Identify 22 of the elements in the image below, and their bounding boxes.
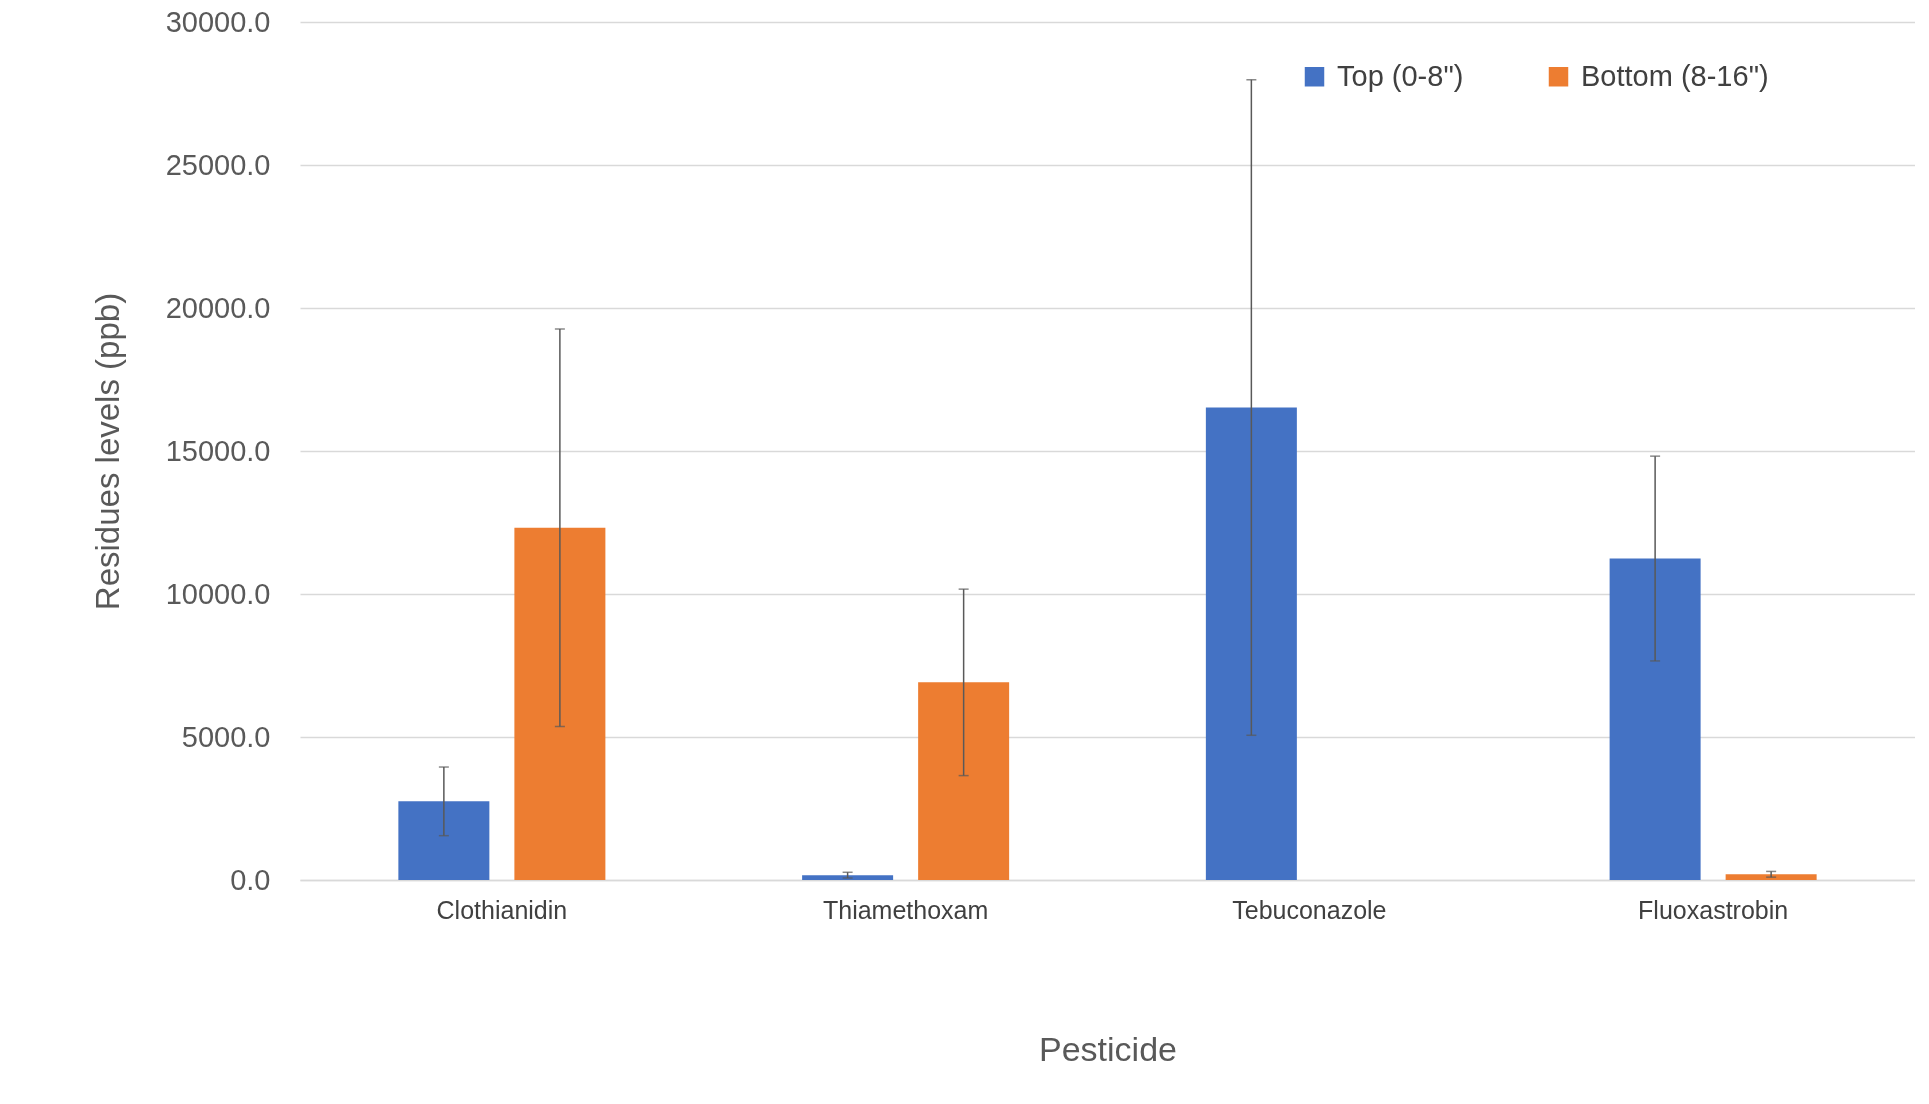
x-tick-label: Fluoxastrobin xyxy=(1638,895,1789,924)
x-tick-label: Clothianidin xyxy=(436,895,568,924)
y-tick-label: 15000.0 xyxy=(165,434,271,467)
y-tick-label: 10000.0 xyxy=(165,577,271,610)
bar xyxy=(1725,874,1817,880)
x-tick-label: Tebuconazole xyxy=(1232,895,1387,924)
legend-label: Top (0-8") xyxy=(1337,59,1464,92)
y-axis-title: Residues levels (ppb) xyxy=(88,292,126,611)
bar xyxy=(802,875,894,880)
y-tick-label: 25000.0 xyxy=(165,148,271,181)
bar xyxy=(1205,407,1297,880)
bar xyxy=(514,527,606,880)
bar xyxy=(398,801,490,880)
y-tick-label: 5000.0 xyxy=(181,720,271,753)
x-axis-title: Pesticide xyxy=(1039,1029,1177,1068)
legend-label: Bottom (8-16") xyxy=(1581,59,1769,92)
x-tick-label: Thiamethoxam xyxy=(822,895,989,924)
y-tick-label: 20000.0 xyxy=(165,291,271,324)
bar xyxy=(918,682,1010,880)
y-tick-label: 30000.0 xyxy=(165,5,271,38)
y-tick-label: 0.0 xyxy=(230,863,271,896)
bar xyxy=(1609,558,1701,880)
